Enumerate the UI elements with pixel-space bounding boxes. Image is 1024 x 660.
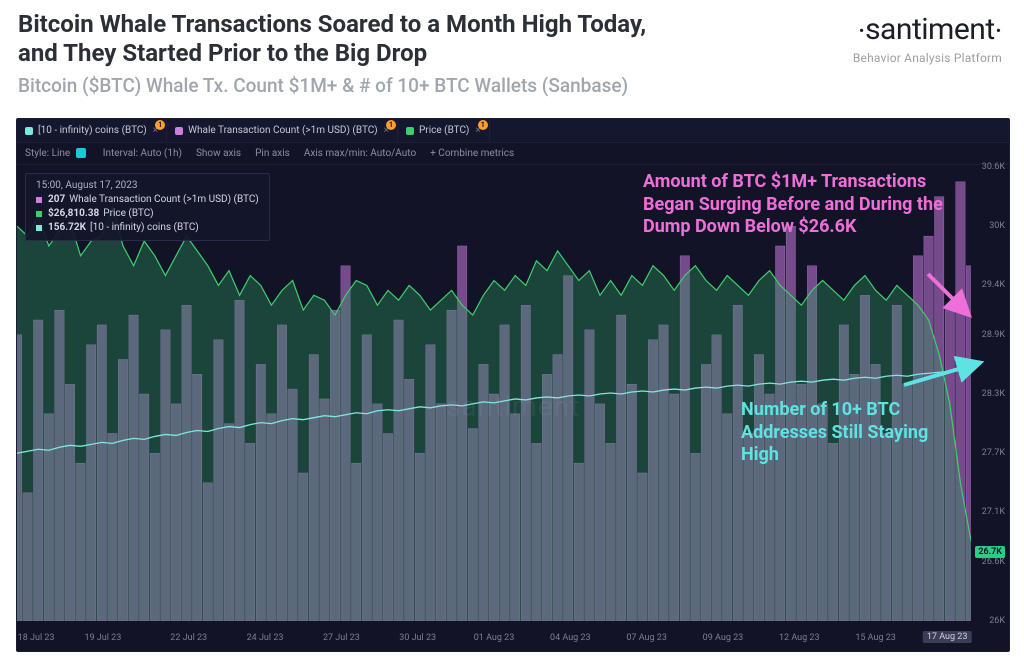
x-axis: 18 Jul 23 19 Jul 23 22 Jul 23 24 Jul 23 27 J… (17, 625, 971, 645)
tooltip-label: Price (BTC) (103, 208, 153, 219)
y-tick: 28.3K (982, 389, 1005, 399)
toolbar-interval[interactable]: Interval: Auto (1h) (103, 148, 182, 159)
tooltip-timestamp: 15:00, August 17, 2023 (36, 180, 259, 191)
annotation-pink: Amount of BTC $1M+ Transactions Began Su… (643, 171, 953, 239)
page-subtitle: Bitcoin ($BTC) Whale Tx. Count $1M+ & # … (18, 74, 658, 97)
page-title: Bitcoin Whale Transactions Soared to a M… (18, 10, 658, 68)
chart-tooltip: 15:00, August 17, 2023 207 Whale Transact… (25, 173, 270, 241)
brand-logo: ·santiment· (853, 12, 1002, 49)
tooltip-label: [10 - infinity) coins (BTC) (90, 222, 199, 233)
x-tick: 18 Jul 23 (18, 633, 55, 643)
toolbar-pin-axis[interactable]: Pin axis (255, 148, 290, 159)
swatch-icon (25, 127, 33, 135)
swatch-icon (36, 225, 42, 231)
y-tick: 30K (989, 221, 1005, 231)
line-style-icon (76, 148, 86, 158)
x-tick: 24 Jul 23 (247, 633, 284, 643)
metric-tab-label: Price (BTC) (419, 125, 469, 136)
x-tick: 12 Aug 23 (779, 633, 820, 643)
metric-tabs: [10 - infinity) coins (BTC) × 1 Whale Tr… (17, 119, 1009, 143)
swatch-icon (406, 127, 414, 135)
x-tick: 17 Aug 23 (923, 631, 972, 643)
chart-container: [10 - infinity) coins (BTC) × 1 Whale Tr… (16, 118, 1010, 652)
x-tick: 15 Aug 23 (855, 633, 896, 643)
x-tick: 27 Jul 23 (323, 633, 360, 643)
y-tick: 27.1K (982, 507, 1005, 517)
metric-tab-price[interactable]: Price (BTC) × 1 (398, 119, 490, 142)
x-tick: 22 Jul 23 (170, 633, 207, 643)
chart-toolbar: Style: Line Interval: Auto (1h) Show axi… (17, 143, 1009, 165)
swatch-icon (36, 197, 42, 203)
swatch-icon (175, 127, 183, 135)
x-tick: 07 Aug 23 (626, 633, 667, 643)
annotation-cyan: Number of 10+ BTC Addresses Still Stayin… (741, 399, 951, 467)
badge-icon: 1 (155, 120, 165, 130)
x-tick: 09 Aug 23 (703, 633, 744, 643)
x-tick: 30 Jul 23 (399, 633, 436, 643)
metric-tab-whale-tx[interactable]: Whale Transaction Count (>1m USD) (BTC) … (167, 119, 398, 142)
x-tick: 04 Aug 23 (550, 633, 591, 643)
swatch-icon (36, 211, 42, 217)
toolbar-axis-mm[interactable]: Axis max/min: Auto/Auto (304, 148, 416, 159)
tooltip-label: Whale Transaction Count (>1m USD) (BTC) (69, 194, 259, 205)
metric-tab-label: Whale Transaction Count (>1m USD) (BTC) (188, 125, 378, 136)
toolbar-style[interactable]: Style: Line (25, 148, 89, 159)
x-tick: 01 Aug 23 (474, 633, 515, 643)
toolbar-show-axis[interactable]: Show axis (196, 148, 241, 159)
y-tick: 29.4K (982, 280, 1005, 290)
brand-block: ·santiment· Behavior Analysis Platform (853, 12, 1002, 97)
badge-icon: 1 (386, 120, 396, 130)
tooltip-value: 156.72K (48, 222, 86, 233)
y-tick: 26.6K (982, 557, 1005, 567)
y-axis: 30.6K30K29.4K28.9K28.3K27.7K27.1K26.7K26… (971, 167, 1009, 621)
metric-tab-wallets[interactable]: [10 - infinity) coins (BTC) × 1 (17, 119, 167, 142)
tooltip-value: $26,810.38 (48, 208, 99, 219)
badge-icon: 1 (478, 120, 488, 130)
y-tick: 28.9K (982, 330, 1005, 340)
y-tick: 30.6K (982, 162, 1005, 172)
brand-tagline: Behavior Analysis Platform (853, 51, 1002, 65)
x-tick: 19 Jul 23 (84, 633, 121, 643)
metric-tab-label: [10 - infinity) coins (BTC) (38, 125, 147, 136)
y-tick: 26K (989, 616, 1005, 626)
tooltip-value: 207 (48, 194, 65, 205)
y-tick: 27.7K (982, 448, 1005, 458)
toolbar-combine[interactable]: + Combine metrics (430, 148, 514, 159)
